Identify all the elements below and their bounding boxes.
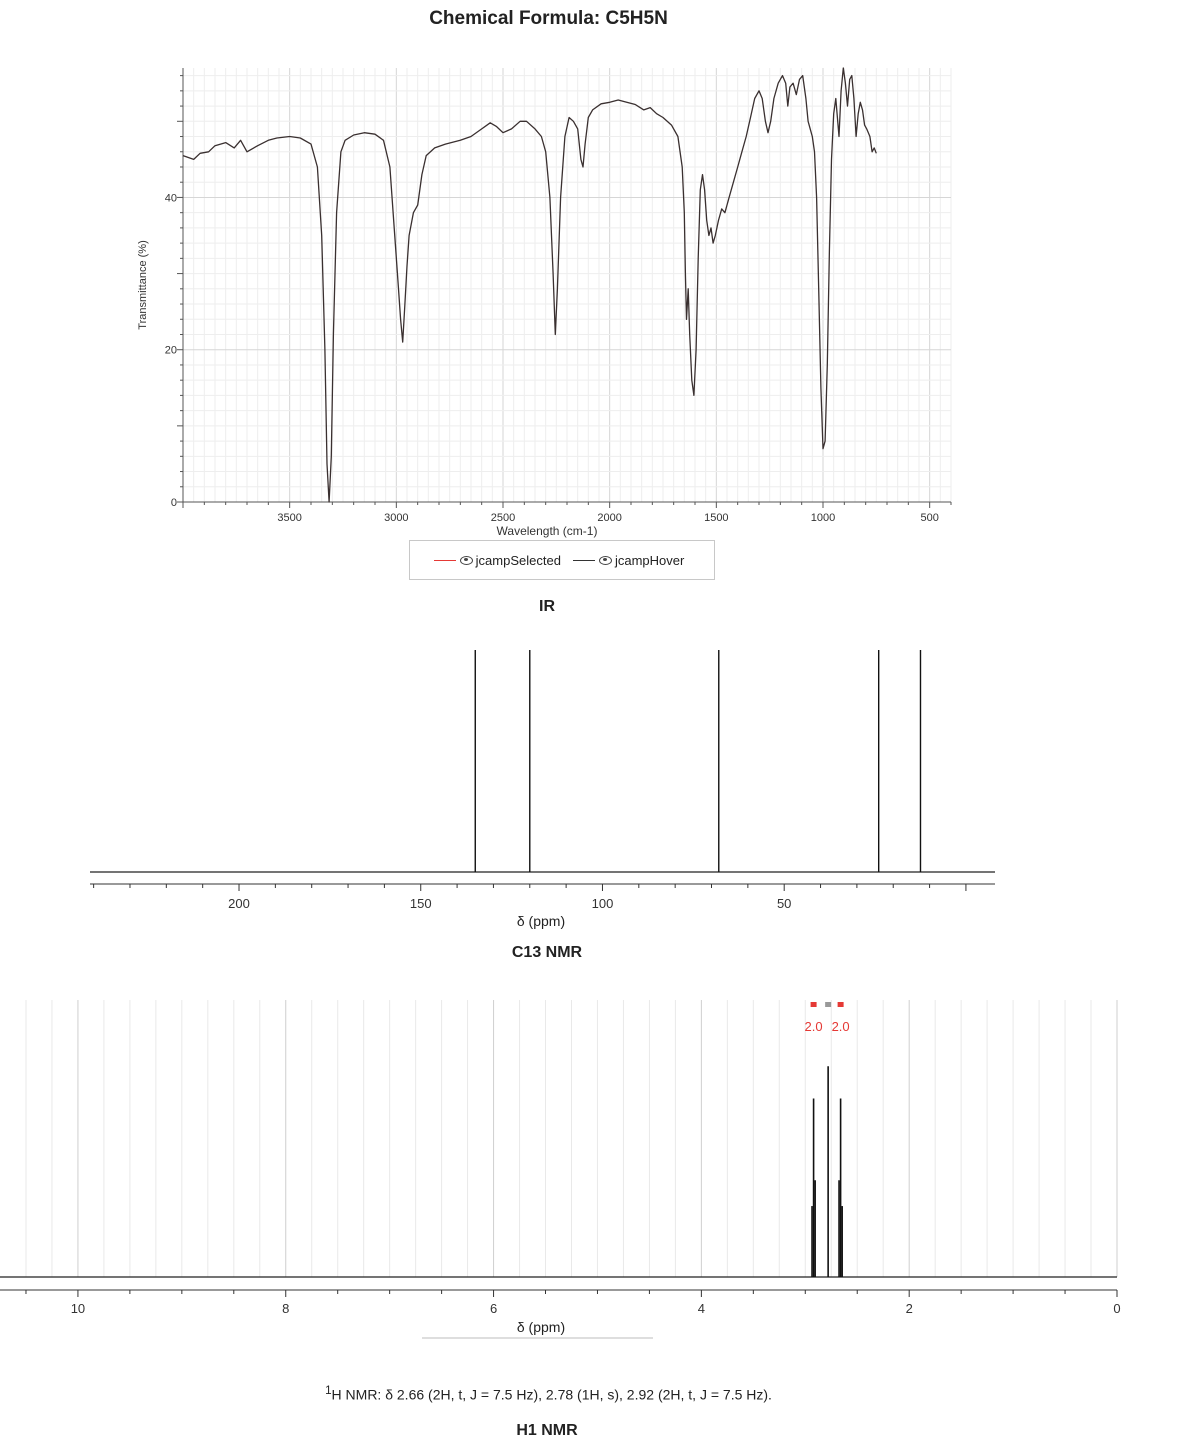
h1-integration-label: 2.0 <box>832 1019 850 1034</box>
c13-x-tick-label: 100 <box>592 896 614 911</box>
h1-x-tick-label: 2 <box>906 1301 913 1316</box>
h1-caption-superscript: 1 <box>325 1384 332 1397</box>
c13-x-tick-label: 200 <box>228 896 250 911</box>
h1-x-tick-label: 6 <box>490 1301 497 1316</box>
legend-hover-label: jcampHover <box>614 552 685 568</box>
legend-item-selected[interactable]: jcampSelected <box>433 552 561 568</box>
h1-integration-label: 2.0 <box>805 1019 823 1034</box>
eye-icon[interactable] <box>598 555 612 565</box>
c13-nmr-chart: 200 150 100 50 δ (ppm) <box>90 650 995 929</box>
ir-x-tick-label: 500 <box>920 512 938 524</box>
h1-x-axis-label: δ (ppm) <box>517 1319 565 1335</box>
c13-x-tick-label: 150 <box>410 896 432 911</box>
h1-x-tick-label: 8 <box>282 1301 289 1316</box>
h1-integration-marker <box>825 1002 832 1007</box>
ir-y-tick-label: 40 <box>165 192 177 204</box>
ir-spectrum-chart: 0 20 40 3500 3000 2500 2000 1500 1000 500 Waveleng… <box>137 67 952 538</box>
ir-grid <box>182 68 952 503</box>
eye-icon[interactable] <box>459 555 473 565</box>
ir-spectrum-line <box>182 67 877 503</box>
h1-nmr-caption: 1H NMR: δ 2.66 (2H, t, J = 7.5 Hz), 2.78… <box>0 1384 1097 1403</box>
legend-item-hover[interactable]: jcampHover <box>572 552 685 568</box>
h1-x-tick-label: 4 <box>698 1301 705 1316</box>
ir-x-tick-label: 3500 <box>277 512 301 524</box>
ir-y-tick-label: 0 <box>171 497 177 509</box>
ir-y-tick-label: 20 <box>165 345 177 357</box>
h1-nmr-chart: 10 8 6 4 2 0 δ (ppm) 2.0 2.0 <box>0 1000 1121 1339</box>
ir-x-axis-label: Wavelength (cm-1) <box>497 524 598 538</box>
h1-integration-marker <box>810 1002 817 1007</box>
legend-hover-swatch <box>572 559 595 561</box>
h1-integration-marker <box>837 1002 844 1007</box>
ir-y-axis-label: Transmittance (%) <box>137 240 149 329</box>
ir-x-tick-label: 1500 <box>704 512 728 524</box>
ir-x-tick-label: 1000 <box>811 512 835 524</box>
ir-x-tick-label: 2000 <box>597 512 621 524</box>
c13-x-axis-label: δ (ppm) <box>517 913 565 929</box>
h1-x-tick-label: 10 <box>71 1301 85 1316</box>
h1-section-title: H1 NMR <box>516 1422 578 1439</box>
chemical-formula-title: Chemical Formula: C5H5N <box>429 8 668 29</box>
legend-selected-label: jcampSelected <box>475 552 561 568</box>
c13-x-tick-label: 50 <box>777 896 791 911</box>
ir-legend: jcampSelected jcampHover <box>409 540 715 580</box>
ir-section-title: IR <box>539 598 555 615</box>
legend-selected-swatch <box>433 559 456 561</box>
c13-section-title: C13 NMR <box>511 944 583 961</box>
h1-x-tick-label: 0 <box>1113 1301 1120 1316</box>
ir-x-tick-label: 2500 <box>491 512 515 524</box>
ir-x-tick-label: 3000 <box>384 512 408 524</box>
h1-caption-text: H NMR: δ 2.66 (2H, t, J = 7.5 Hz), 2.78 … <box>331 1386 772 1403</box>
